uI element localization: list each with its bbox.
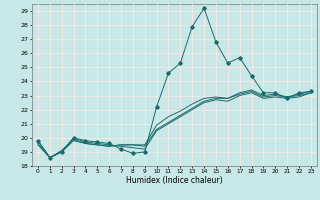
X-axis label: Humidex (Indice chaleur): Humidex (Indice chaleur) [126, 176, 223, 185]
